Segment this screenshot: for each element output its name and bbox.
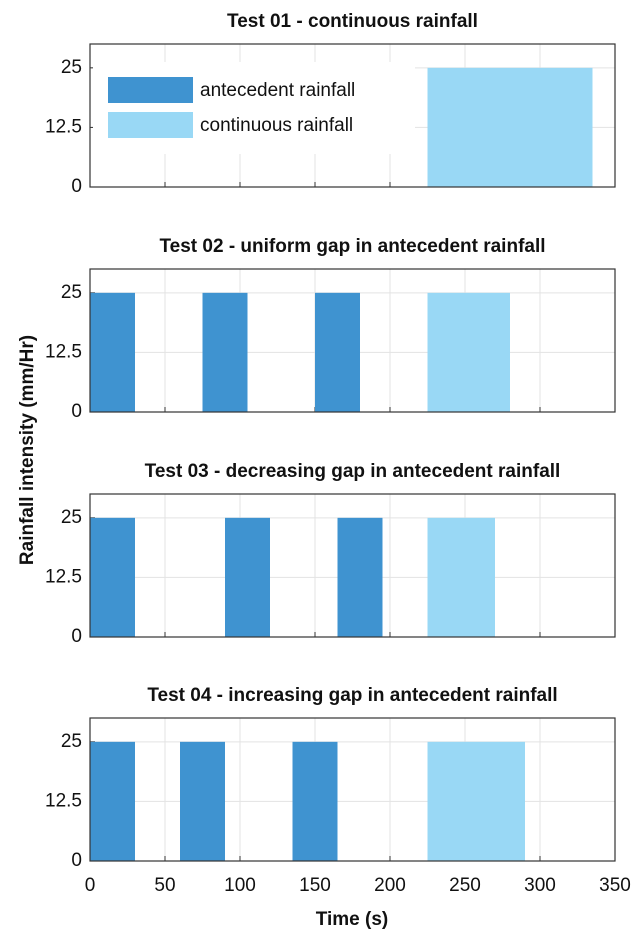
y-tick-label: 25: [61, 282, 82, 303]
x-tick-label: 100: [224, 875, 256, 896]
y-tick-label: 12.5: [45, 566, 82, 587]
legend-box: [93, 62, 415, 154]
y-tick-label: 0: [71, 850, 82, 871]
x-tick-label: 150: [299, 875, 331, 896]
legend-label: antecedent rainfall: [200, 80, 355, 101]
bar: [90, 741, 135, 861]
y-tick-label: 0: [71, 626, 82, 647]
x-tick-label: 0: [85, 875, 96, 896]
bar: [427, 67, 593, 187]
bar: [427, 741, 525, 861]
bar: [180, 741, 225, 861]
y-tick-label: 12.5: [45, 790, 82, 811]
axes-box: [89, 717, 616, 862]
chart-title: Test 04 - increasing gap in antecedent r…: [147, 685, 557, 706]
chart-title: Test 03 - decreasing gap in antecedent r…: [145, 461, 561, 482]
legend-swatch: [108, 77, 193, 103]
y-tick-label: 0: [71, 401, 82, 422]
legend-label: continuous rainfall: [200, 115, 353, 136]
x-tick-label: 300: [524, 875, 556, 896]
bar: [225, 517, 270, 637]
x-tick-label: 350: [599, 875, 631, 896]
bar: [427, 517, 495, 637]
y-tick-label: 25: [61, 731, 82, 752]
chart-title: Test 01 - continuous rainfall: [227, 11, 478, 32]
axes-box: [89, 268, 616, 413]
x-axis-label: Time (s): [316, 909, 389, 930]
y-tick-label: 25: [61, 57, 82, 78]
axes-box: [89, 43, 616, 188]
bar: [292, 741, 338, 861]
bar: [202, 292, 248, 412]
x-tick-label: 250: [449, 875, 481, 896]
chart-title: Test 02 - uniform gap in antecedent rain…: [159, 236, 545, 257]
y-tick-label: 0: [71, 176, 82, 197]
bar: [427, 292, 510, 412]
bar: [90, 292, 135, 412]
x-tick-label: 200: [374, 875, 406, 896]
y-tick-label: 12.5: [45, 341, 82, 362]
y-tick-label: 25: [61, 507, 82, 528]
legend-swatch: [108, 112, 193, 138]
y-axis-label: Rainfall intensity (mm/Hr): [17, 335, 38, 565]
bar: [90, 517, 135, 637]
y-tick-label: 12.5: [45, 116, 82, 137]
bar: [337, 517, 383, 637]
x-tick-label: 50: [154, 875, 175, 896]
axes-box: [89, 493, 616, 638]
bar: [315, 292, 360, 412]
